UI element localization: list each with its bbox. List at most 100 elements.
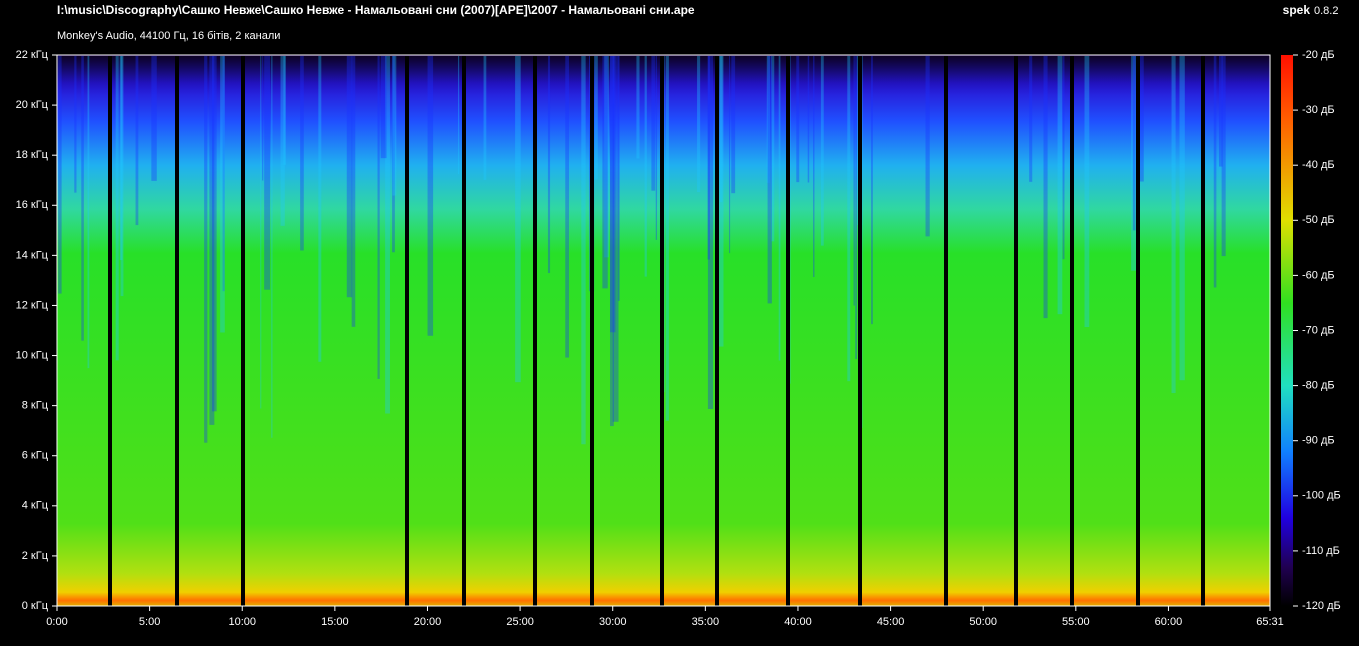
x-tick-label: 15:00 <box>321 616 349 628</box>
spectral-streak <box>427 56 434 336</box>
track-top-shade <box>243 56 407 96</box>
track-gap <box>858 56 862 606</box>
spectral-streak <box>81 56 84 341</box>
spectral-streak <box>300 56 304 251</box>
spectral-streak <box>855 56 857 360</box>
track-top-shade <box>788 56 860 96</box>
spectral-streak <box>796 56 800 183</box>
x-tick-label: 20:00 <box>414 616 442 628</box>
track-top-shade <box>464 56 535 96</box>
level-tick-label: -120 дБ <box>1302 600 1341 612</box>
spectral-streak <box>262 56 264 181</box>
plot-frame <box>56 54 1271 607</box>
spectral-streak <box>1179 56 1185 381</box>
y-tick-label: 10 кГц <box>16 349 49 361</box>
track-gap <box>1201 56 1205 606</box>
spectral-streak <box>483 56 487 180</box>
spectral-streak <box>120 56 124 297</box>
spectral-streak <box>222 56 225 292</box>
track-top-shade <box>1072 56 1138 96</box>
spectral-streak <box>1062 56 1065 260</box>
track-top-shade <box>110 56 177 96</box>
spectral-streak <box>318 56 322 362</box>
spectral-streak <box>651 56 656 191</box>
spectral-streak <box>1057 56 1063 315</box>
x-tick-label: 60:00 <box>1155 616 1183 628</box>
spectral-streak <box>610 56 614 427</box>
spectral-streak <box>209 56 215 425</box>
spectral-streak <box>655 56 658 240</box>
spectral-streak <box>260 56 262 409</box>
spectral-streak <box>778 56 781 361</box>
spectral-streak <box>1084 56 1090 328</box>
spectral-streak <box>871 56 873 325</box>
level-tick-label: -30 дБ <box>1302 104 1335 116</box>
track-overlays <box>57 56 1270 606</box>
x-tick-label: 65:31 <box>1256 616 1284 628</box>
spectral-streak <box>377 56 380 379</box>
x-tick-label: 10:00 <box>228 616 256 628</box>
level-colorbar <box>1281 55 1293 606</box>
spectral-streak <box>211 56 217 412</box>
track-top-shade <box>717 56 788 96</box>
spectral-streak <box>119 56 123 261</box>
level-tick-label: -40 дБ <box>1302 159 1335 171</box>
track-gap <box>175 56 179 606</box>
track-gap <box>108 56 112 606</box>
spectral-streak <box>458 56 460 175</box>
spectral-streak <box>707 56 714 409</box>
spectral-streak <box>719 56 723 203</box>
spectral-streak <box>612 56 619 422</box>
spectral-streak <box>220 56 225 333</box>
track-top-shade <box>1203 56 1270 96</box>
spectral-streak <box>644 56 647 277</box>
spectral-streak <box>610 56 616 333</box>
spectral-streak <box>731 56 736 194</box>
y-tick-label: 6 кГц <box>22 450 49 462</box>
y-tick-label: 14 кГц <box>16 249 49 261</box>
x-tick-label: 35:00 <box>692 616 720 628</box>
track-top-shade <box>407 56 464 96</box>
spectral-streak <box>515 56 521 383</box>
spectral-streak <box>925 56 930 237</box>
app-name: spek <box>1283 3 1311 17</box>
spectral-streak <box>547 56 551 274</box>
spectral-streak <box>636 56 640 159</box>
spectral-streak <box>392 56 397 196</box>
spectral-streak <box>665 56 669 421</box>
level-tick-label: -20 дБ <box>1302 49 1335 61</box>
spectral-streak <box>271 56 273 438</box>
spectral-streak <box>1171 56 1176 394</box>
spectral-streak <box>264 56 271 290</box>
spectral-streak <box>1029 56 1033 182</box>
spectral-streak <box>807 56 810 183</box>
spectral-streak <box>1139 56 1144 182</box>
track-gap <box>715 56 719 606</box>
y-tick-label: 16 кГц <box>16 199 49 211</box>
level-tick-label: -60 дБ <box>1302 269 1335 281</box>
spectral-streak <box>1043 56 1048 319</box>
level-tick-label: -100 дБ <box>1302 490 1341 502</box>
x-tick-label: 40:00 <box>784 616 812 628</box>
track-gap <box>590 56 594 606</box>
y-tick-label: 22 кГц <box>16 49 49 61</box>
spectral-streak <box>594 56 598 180</box>
level-tick-label: -110 дБ <box>1302 545 1340 557</box>
track-top-shade <box>1016 56 1072 96</box>
x-tick-label: 50:00 <box>969 616 997 628</box>
file-info: Monkey's Audio, 44100 Гц, 16 бітів, 2 ка… <box>57 30 280 42</box>
y-tick-label: 4 кГц <box>22 500 49 512</box>
app-version: 0.8.2 <box>1314 5 1338 17</box>
spectral-streak <box>87 56 90 369</box>
spectral-streak <box>771 56 775 242</box>
spectral-streak <box>1221 56 1226 257</box>
x-tick-label: 25:00 <box>506 616 534 628</box>
spectral-streak <box>346 56 353 298</box>
track-top-shade <box>662 56 717 96</box>
spectral-streak <box>351 56 356 327</box>
track-gap <box>1014 56 1018 606</box>
spectral-streak <box>813 56 815 278</box>
spectral-streak <box>728 56 731 254</box>
track-gap <box>1136 56 1140 606</box>
